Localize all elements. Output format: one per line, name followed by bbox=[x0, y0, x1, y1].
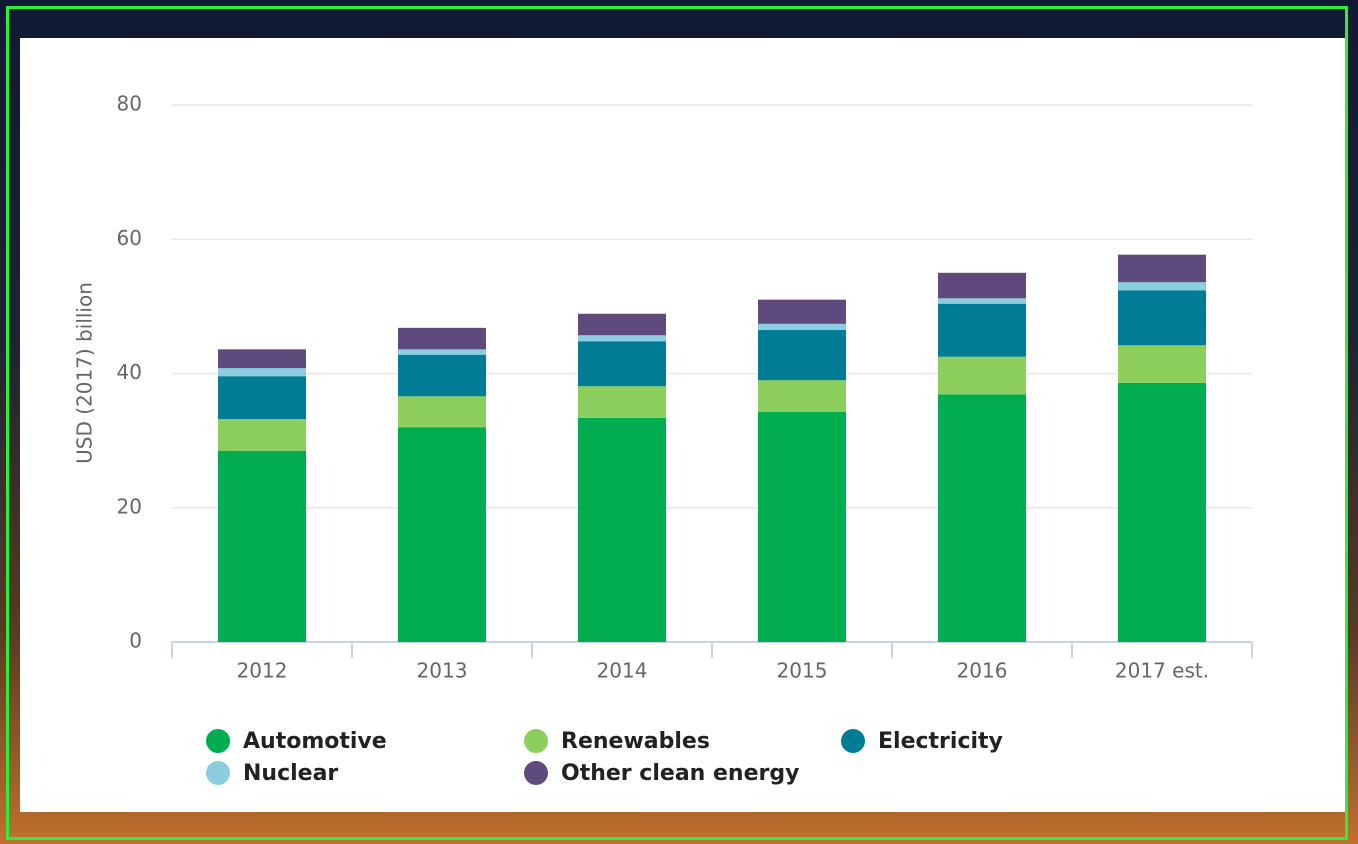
bar-segment bbox=[218, 368, 306, 377]
bar-segment bbox=[398, 396, 486, 428]
bar-segment bbox=[1118, 382, 1206, 642]
bar-segment bbox=[218, 376, 306, 420]
x-tick-label: 2015 bbox=[777, 659, 828, 683]
legend-marker bbox=[524, 729, 548, 753]
bar-segment bbox=[398, 327, 486, 350]
bar-segment bbox=[938, 298, 1026, 304]
bar-segment bbox=[938, 356, 1026, 395]
x-tick-label: 2013 bbox=[417, 659, 468, 683]
bar-segment bbox=[218, 349, 306, 369]
y-tick-label: 0 bbox=[129, 629, 142, 653]
bar-segment bbox=[1118, 254, 1206, 283]
legend-label: Renewables bbox=[561, 729, 710, 754]
bar-segment bbox=[578, 417, 666, 642]
bar-segment bbox=[1118, 290, 1206, 346]
bar-segment bbox=[398, 354, 486, 397]
legend-label: Electricity bbox=[878, 729, 1003, 754]
legend-marker bbox=[206, 729, 230, 753]
bar-segment bbox=[218, 419, 306, 451]
bar-segment bbox=[578, 335, 666, 342]
y-axis-label: USD (2017) billion bbox=[73, 282, 97, 464]
frame bbox=[6, 6, 1348, 840]
y-tick-label: 40 bbox=[117, 360, 142, 384]
x-tick-label: 2017 est. bbox=[1115, 659, 1209, 683]
legend-marker bbox=[524, 761, 548, 785]
bar-segment bbox=[218, 450, 306, 642]
bar-segment bbox=[938, 272, 1026, 299]
y-tick-label: 60 bbox=[117, 226, 142, 250]
bar-segment bbox=[1118, 345, 1206, 383]
x-tick-label: 2014 bbox=[597, 659, 648, 683]
bar-segment bbox=[1118, 282, 1206, 291]
legend-label: Nuclear bbox=[243, 761, 338, 786]
bar-segment bbox=[398, 427, 486, 642]
legend-label: Other clean energy bbox=[561, 761, 799, 786]
x-tick-label: 2012 bbox=[237, 659, 288, 683]
x-tick-label: 2016 bbox=[957, 659, 1008, 683]
legend-marker bbox=[206, 761, 230, 785]
bar-segment bbox=[398, 349, 486, 355]
bar-segment bbox=[758, 411, 846, 642]
legend-marker bbox=[841, 729, 865, 753]
bar-segment bbox=[578, 386, 666, 418]
bar-segment bbox=[758, 299, 846, 324]
bar-segment bbox=[938, 303, 1026, 357]
bar-segment bbox=[578, 313, 666, 336]
y-tick-label: 80 bbox=[117, 92, 142, 116]
y-tick-label: 20 bbox=[117, 494, 142, 518]
bar-segment bbox=[938, 394, 1026, 642]
legend-label: Automotive bbox=[243, 729, 387, 754]
bar-segment bbox=[758, 380, 846, 412]
bar-segment bbox=[578, 341, 666, 387]
bar-segment bbox=[758, 323, 846, 330]
bar-segment bbox=[758, 329, 846, 381]
